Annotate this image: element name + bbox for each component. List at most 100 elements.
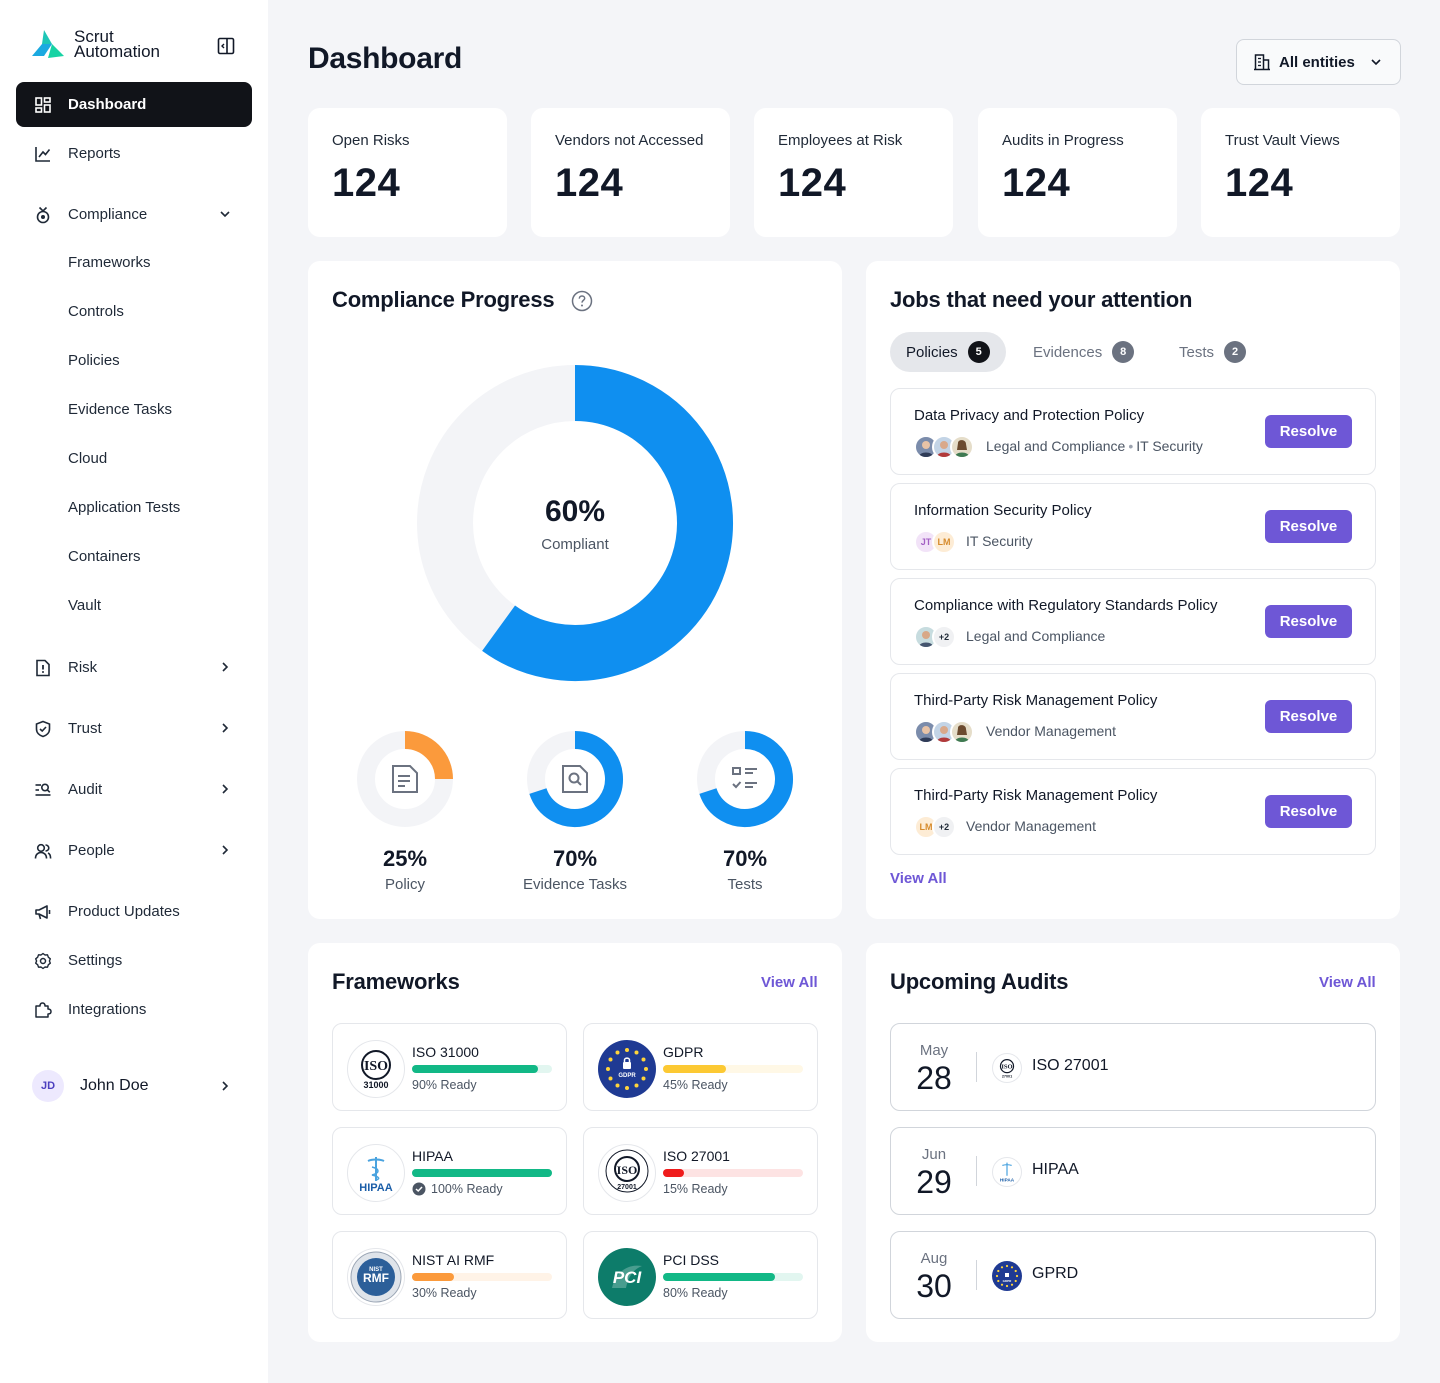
compliance-label: Compliant xyxy=(541,536,609,553)
svg-text:HIPAA: HIPAA xyxy=(359,1182,392,1194)
assignee-avatars: LM +2 xyxy=(914,815,956,839)
brand-line1: Scrut xyxy=(74,27,114,46)
sidebar-sub-policies[interactable]: Policies xyxy=(68,352,120,369)
donut-arc-compliant xyxy=(482,365,733,681)
resolve-button[interactable]: Resolve xyxy=(1265,700,1352,733)
stat-card-vendors-not-accessed[interactable]: Vendors not Accessed 124 xyxy=(531,108,730,237)
stat-label: Vendors not Accessed xyxy=(555,132,704,149)
ready-label: 100% Ready xyxy=(412,1182,503,1196)
sidebar-sub-application-tests[interactable]: Application Tests xyxy=(68,499,181,516)
stat-card-open-risks[interactable]: Open Risks 124 xyxy=(308,108,507,237)
collapse-sidebar-icon[interactable] xyxy=(216,36,236,56)
sidebar-item-reports[interactable]: Reports xyxy=(16,131,252,176)
entities-label: All entities xyxy=(1279,53,1355,71)
framework-card-iso-27001[interactable]: ISO 27001 ISO 27001 15% Ready xyxy=(583,1127,818,1215)
resolve-button[interactable]: Resolve xyxy=(1265,795,1352,828)
tab-evidences[interactable]: Evidences 8 xyxy=(1017,332,1150,372)
progress-fill xyxy=(663,1169,684,1177)
svg-text:NIST: NIST xyxy=(369,1267,383,1273)
framework-card-hipaa[interactable]: HIPAA HIPAA 100% Ready xyxy=(332,1127,567,1215)
policy-value: 25% xyxy=(382,846,428,871)
sidebar-item-label: Compliance xyxy=(68,206,148,223)
framework-card-gdpr[interactable]: GDPR GDPR 45% Ready xyxy=(583,1023,818,1111)
jobs-view-all-link[interactable]: View All xyxy=(890,870,947,887)
job-tags: Vendor Management xyxy=(966,818,1096,834)
job-title: Information Security Policy xyxy=(914,502,1092,519)
line-chart-icon xyxy=(34,145,52,163)
sidebar-sub-frameworks[interactable]: Frameworks xyxy=(68,254,151,271)
user-menu[interactable]: JD John Doe xyxy=(32,1070,242,1102)
sidebar-item-compliance[interactable]: Compliance xyxy=(16,192,252,237)
job-item[interactable]: Compliance with Regulatory Standards Pol… xyxy=(890,578,1376,665)
stat-label: Trust Vault Views xyxy=(1225,132,1340,149)
framework-card-pci-dss[interactable]: PCI PCI DSS 80% Ready xyxy=(583,1231,818,1319)
stat-card-employees-at-risk[interactable]: Employees at Risk 124 xyxy=(754,108,953,237)
ready-label: 80% Ready xyxy=(663,1286,728,1300)
svg-text:GDPR: GDPR xyxy=(618,1073,636,1079)
assignee-avatars: +2 xyxy=(914,625,956,649)
hipaa-logo-icon: HIPAA xyxy=(992,1157,1022,1187)
tab-tests[interactable]: Tests 2 xyxy=(1163,332,1262,372)
sidebar-item-product-updates[interactable]: Product Updates xyxy=(16,889,252,934)
divider xyxy=(976,1260,977,1290)
megaphone-icon xyxy=(34,903,52,921)
job-item[interactable]: Third-Party Risk Management Policy Vendo… xyxy=(890,673,1376,760)
resolve-button[interactable]: Resolve xyxy=(1265,415,1352,448)
policy-label: Policy xyxy=(384,876,425,893)
sidebar-item-dashboard[interactable]: Dashboard xyxy=(16,82,252,127)
stat-card-audits-in-progress[interactable]: Audits in Progress 124 xyxy=(978,108,1177,237)
assignee-avatars xyxy=(914,435,974,459)
audit-item[interactable]: Jun 29 HIPAA HIPAA xyxy=(890,1127,1376,1215)
stat-card-trust-vault-views[interactable]: Trust Vault Views 124 xyxy=(1201,108,1400,237)
job-title: Third-Party Risk Management Policy xyxy=(914,692,1158,709)
help-circle-icon[interactable] xyxy=(571,290,593,312)
chevron-right-icon xyxy=(222,723,229,733)
sidebar-item-trust[interactable]: Trust xyxy=(16,706,252,751)
audit-month: Jun xyxy=(921,1146,947,1163)
jobs-title: Jobs that need your attention xyxy=(890,287,1193,312)
sidebar-item-label: Settings xyxy=(68,952,123,969)
count-badge: 5 xyxy=(967,341,990,363)
sidebar-item-people[interactable]: People xyxy=(16,828,252,873)
tag-separator: • xyxy=(1128,438,1134,454)
sidebar-item-audit[interactable]: Audit xyxy=(16,767,252,812)
framework-card-nist-ai-rmf[interactable]: NIST RMF NIST AI RMF 30% Ready xyxy=(332,1231,567,1319)
framework-name: PCI DSS xyxy=(663,1252,720,1268)
sidebar-sub-evidence-tasks[interactable]: Evidence Tasks xyxy=(68,401,172,418)
sidebar-item-settings[interactable]: Settings xyxy=(16,938,252,983)
svg-text:31000: 31000 xyxy=(363,1080,388,1090)
job-item[interactable]: Data Privacy and Protection Policy Legal… xyxy=(890,388,1376,475)
divider xyxy=(976,1156,977,1186)
audits-view-all-link[interactable]: View All xyxy=(1319,974,1376,991)
framework-name: ISO 31000 xyxy=(412,1044,479,1060)
sidebar-item-risk[interactable]: Risk xyxy=(16,645,252,690)
audit-item[interactable]: May 28 ISO 27001 ISO 27001 xyxy=(890,1023,1376,1111)
sidebar-sub-controls[interactable]: Controls xyxy=(68,303,124,320)
sidebar-sub-cloud[interactable]: Cloud xyxy=(68,450,108,467)
entities-dropdown[interactable]: All entities xyxy=(1236,39,1401,85)
svg-text:PCI: PCI xyxy=(613,1268,643,1287)
svg-text:GDPR: GDPR xyxy=(1003,1279,1013,1283)
tab-policies[interactable]: Policies 5 xyxy=(890,332,1006,372)
resolve-button[interactable]: Resolve xyxy=(1265,605,1352,638)
audit-day: 28 xyxy=(916,1060,952,1096)
job-item[interactable]: Third-Party Risk Management Policy LM +2… xyxy=(890,768,1376,855)
avatar xyxy=(950,435,974,459)
job-item[interactable]: Information Security Policy JT LM IT Sec… xyxy=(890,483,1376,570)
job-tags: IT Security xyxy=(966,533,1033,549)
audit-day: 30 xyxy=(916,1268,952,1304)
brand-logo[interactable]: Scrut Automation xyxy=(30,28,160,60)
resolve-button[interactable]: Resolve xyxy=(1265,510,1352,543)
building-icon xyxy=(1254,54,1270,71)
sidebar-sub-vault[interactable]: Vault xyxy=(68,597,102,614)
frameworks-view-all-link[interactable]: View All xyxy=(761,974,818,991)
people-icon xyxy=(34,842,52,860)
sidebar-item-label: Risk xyxy=(68,659,98,676)
progress-bar xyxy=(412,1065,552,1073)
progress-bar xyxy=(412,1169,552,1177)
iso-logo-icon: ISO 27001 xyxy=(992,1053,1022,1083)
audit-item[interactable]: Aug 30 GDPR GPRD xyxy=(890,1231,1376,1319)
framework-card-iso-31000[interactable]: ISO 31000 ISO 31000 90% Ready xyxy=(332,1023,567,1111)
sidebar-item-integrations[interactable]: Integrations xyxy=(16,987,252,1032)
sidebar-sub-containers[interactable]: Containers xyxy=(68,548,141,565)
